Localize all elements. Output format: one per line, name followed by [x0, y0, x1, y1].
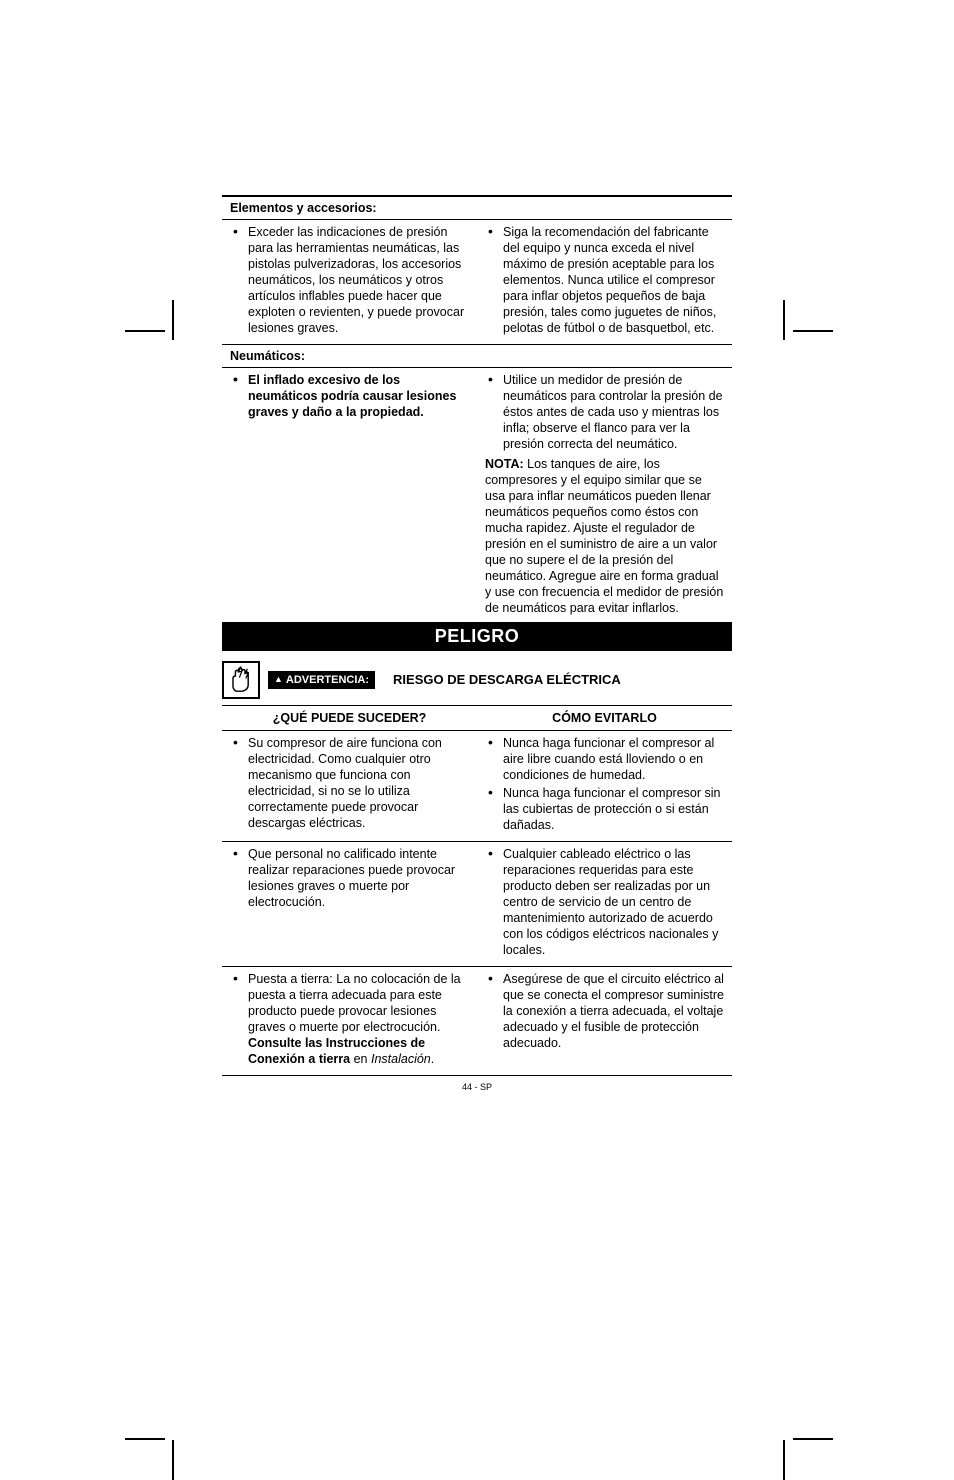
- cell-what-happens: Su compresor de aire funciona con electr…: [222, 731, 477, 842]
- text: Puesta a tierra: La no colocación de la …: [248, 972, 461, 1034]
- cell-how-avoid: Nunca haga funcionar el compresor al air…: [477, 731, 732, 842]
- table-row: Exceder las indicaciones de presión para…: [222, 220, 732, 345]
- list-item: Asegúrese de que el circuito eléctrico a…: [503, 971, 724, 1051]
- hand-shock-svg: [225, 664, 257, 696]
- warning-row: ADVERTENCIA: RIESGO DE DESCARGA ELÉCTRIC…: [222, 651, 732, 706]
- table-row: Que personal no calificado intente reali…: [222, 842, 732, 967]
- cell-how-avoid: Cualquier cableado eléctrico o las repar…: [477, 842, 732, 967]
- list-item: Utilice un medidor de presión de neumáti…: [503, 372, 724, 452]
- table-row: Su compresor de aire funciona con electr…: [222, 731, 732, 842]
- list-item: Su compresor de aire funciona con electr…: [248, 735, 469, 831]
- cell-what-happens: Puesta a tierra: La no colocación de la …: [222, 967, 477, 1076]
- text: en: [350, 1052, 371, 1066]
- cell-how-avoid: Asegúrese de que el circuito eléctrico a…: [477, 967, 732, 1076]
- note-block: NOTA: Los tanques de aire, los compresor…: [485, 456, 724, 616]
- list-item: Exceder las indicaciones de presión para…: [248, 224, 469, 336]
- cell-how-avoid: Siga la recomendación del fabricante del…: [477, 220, 732, 345]
- list-item: Puesta a tierra: La no colocación de la …: [248, 971, 469, 1067]
- list-item: Que personal no calificado intente reali…: [248, 846, 469, 910]
- section-header-text: Neumáticos:: [222, 345, 732, 368]
- cell-what-happens: Que personal no calificado intente reali…: [222, 842, 477, 967]
- section-header-tires: Neumáticos:: [222, 345, 732, 368]
- page-footer: 44 - SP: [222, 1082, 732, 1094]
- electric-shock-icon: [222, 661, 260, 699]
- list-item: Nunca haga funcionar el compresor sin la…: [503, 785, 724, 833]
- text: .: [431, 1052, 434, 1066]
- note-text: Los tanques de aire, los compresores y e…: [485, 457, 723, 615]
- list-item: Cualquier cableado eléctrico o las repar…: [503, 846, 724, 958]
- page-content: Elementos y accesorios: Exceder las indi…: [222, 195, 732, 1094]
- italic-text: Instalación: [371, 1052, 431, 1066]
- risk-title: RIESGO DE DESCARGA ELÉCTRICA: [393, 672, 621, 689]
- cell-how-avoid: Utilice un medidor de presión de neumáti…: [477, 368, 732, 623]
- column-header: ¿QUÉ PUEDE SUCEDER?: [222, 706, 477, 731]
- cell-what-happens: El inflado excesivo de los neumáticos po…: [222, 368, 477, 623]
- table-row: Puesta a tierra: La no colocación de la …: [222, 967, 732, 1076]
- list-item: El inflado excesivo de los neumáticos po…: [248, 372, 469, 420]
- note-label: NOTA:: [485, 457, 524, 471]
- list-item: Nunca haga funcionar el compresor al air…: [503, 735, 724, 783]
- table-header-row: ¿QUÉ PUEDE SUCEDER? CÓMO EVITARLO: [222, 706, 732, 731]
- column-header: CÓMO EVITARLO: [477, 706, 732, 731]
- peligro-banner: PELIGRO: [222, 623, 732, 651]
- section-header-accessories: Elementos y accesorios:: [222, 196, 732, 220]
- accessories-tires-table: Elementos y accesorios: Exceder las indi…: [222, 195, 732, 623]
- section-header-text: Elementos y accesorios:: [222, 196, 732, 220]
- electric-hazard-table: ¿QUÉ PUEDE SUCEDER? CÓMO EVITARLO Su com…: [222, 706, 732, 1076]
- table-row: El inflado excesivo de los neumáticos po…: [222, 368, 732, 623]
- list-item: Siga la recomendación del fabricante del…: [503, 224, 724, 336]
- advertencia-badge: ADVERTENCIA:: [268, 671, 375, 689]
- cell-what-happens: Exceder las indicaciones de presión para…: [222, 220, 477, 345]
